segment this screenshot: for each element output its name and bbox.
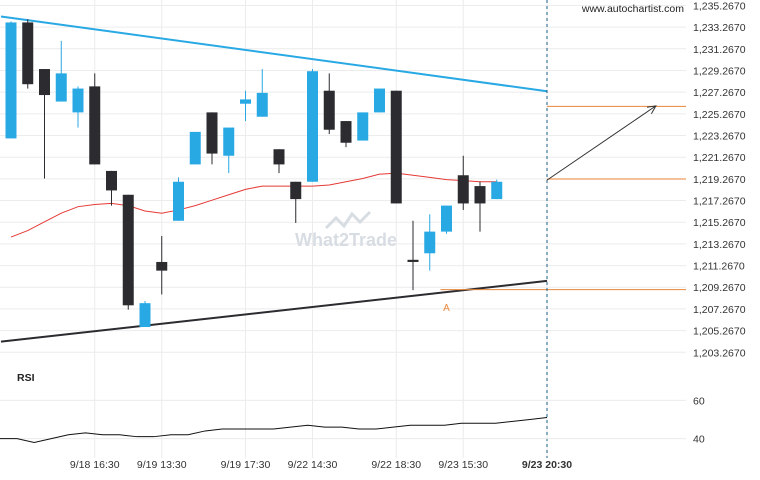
y-tick-label: 1,213.2670 bbox=[693, 239, 746, 251]
candle-up bbox=[424, 231, 436, 254]
watermark-text: What2Trade bbox=[295, 230, 397, 250]
labels: www.autochartist.com A bbox=[443, 3, 684, 314]
forecast-arrow-line bbox=[546, 105, 657, 181]
axes: 1,235.2670 1,233.2670 1,231.2670 1,229.2670… bbox=[70, 0, 746, 471]
candle-down bbox=[206, 112, 218, 154]
y-tick-label: 1,209.2670 bbox=[693, 282, 746, 294]
candle-down bbox=[89, 86, 101, 165]
y-tick-label: 1,227.2670 bbox=[693, 87, 746, 99]
resistance-line bbox=[0, 15, 548, 93]
candle-up bbox=[189, 131, 201, 165]
candle-down bbox=[106, 170, 117, 191]
candle-up bbox=[307, 71, 318, 182]
x-tick-label: 9/19 17:30 bbox=[221, 459, 271, 471]
candle-down bbox=[457, 175, 469, 204]
candle-down bbox=[390, 90, 402, 204]
candle-down bbox=[22, 22, 34, 85]
watermark-logo bbox=[324, 210, 372, 230]
y-tick-label: 1,219.2670 bbox=[693, 174, 746, 186]
y-tick-label: 1,205.2670 bbox=[693, 326, 746, 338]
y-tick-label: 1,207.2670 bbox=[693, 304, 746, 316]
candle-down bbox=[323, 90, 335, 130]
candle-down bbox=[290, 181, 302, 200]
candle-down bbox=[407, 259, 419, 262]
trend-lines bbox=[0, 0, 686, 458]
rsi-tick-label: 60 bbox=[693, 395, 705, 407]
y-tick-label: 1,203.2670 bbox=[693, 347, 746, 359]
x-tick-label: 9/19 13:30 bbox=[137, 459, 187, 471]
moving-average-line bbox=[10, 172, 497, 238]
y-tick-label: 1,229.2670 bbox=[693, 65, 746, 77]
candle-up bbox=[441, 205, 452, 232]
pattern-point-label: A bbox=[443, 303, 450, 314]
support-line bbox=[0, 279, 548, 343]
candle-down bbox=[273, 149, 285, 165]
watermark: What2Trade bbox=[295, 210, 397, 250]
rsi-title: RSI bbox=[17, 372, 35, 384]
y-tick-label: 1,217.2670 bbox=[693, 196, 746, 208]
candle-up bbox=[491, 181, 503, 200]
y-tick-label: 1,225.2670 bbox=[693, 109, 746, 121]
grid bbox=[0, 0, 686, 458]
x-tick-label: 9/22 14:30 bbox=[288, 459, 338, 471]
candle-down bbox=[474, 186, 486, 204]
y-tick-label: 1,223.2670 bbox=[693, 131, 746, 143]
source-label: www.autochartist.com bbox=[581, 3, 684, 15]
candle-down bbox=[122, 194, 134, 306]
candles bbox=[5, 19, 503, 327]
candle-up bbox=[139, 303, 151, 327]
x-tick-label: 9/23 20:30 bbox=[522, 459, 572, 471]
candle-up bbox=[357, 112, 369, 141]
candle-up bbox=[55, 73, 67, 102]
candle-up bbox=[256, 92, 268, 117]
candle-up bbox=[72, 88, 84, 113]
y-tick-label: 1,233.2670 bbox=[693, 22, 746, 34]
moving-average bbox=[10, 172, 497, 238]
forecast-arrow-head bbox=[646, 105, 657, 114]
candle-down bbox=[39, 69, 50, 96]
rsi-tick-label: 40 bbox=[693, 434, 705, 446]
candle-up bbox=[5, 22, 17, 139]
rsi-line bbox=[0, 417, 548, 443]
candle-up bbox=[173, 181, 184, 221]
candle-down bbox=[156, 261, 168, 271]
y-tick-label: 1,211.2670 bbox=[693, 261, 745, 273]
x-tick-label: 9/18 16:30 bbox=[70, 459, 120, 471]
y-tick-label: 1,215.2670 bbox=[693, 217, 746, 229]
x-tick-label: 9/22 18:30 bbox=[371, 459, 421, 471]
rsi-panel: RSI 60 40 bbox=[0, 372, 705, 446]
candle-up bbox=[223, 127, 235, 156]
forecast bbox=[546, 105, 657, 181]
y-tick-label: 1,235.2670 bbox=[693, 0, 746, 12]
y-tick-label: 1,231.2670 bbox=[693, 44, 746, 56]
candle-up bbox=[374, 88, 385, 113]
y-tick-label: 1,221.2670 bbox=[693, 152, 746, 164]
x-tick-label: 9/23 15:30 bbox=[438, 459, 488, 471]
candle-up bbox=[240, 99, 251, 104]
candle-down bbox=[340, 121, 352, 143]
